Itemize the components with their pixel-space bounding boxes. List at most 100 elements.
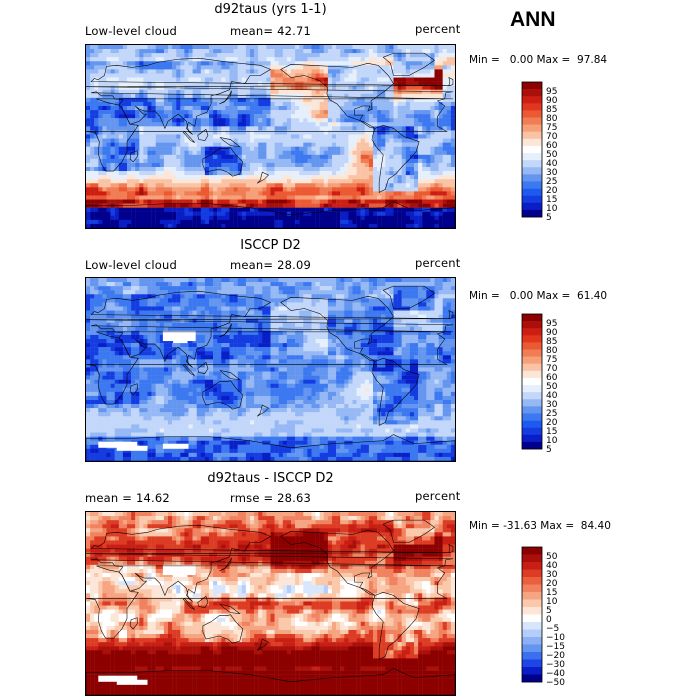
panel1-units: percent (415, 22, 461, 36)
cbar1-swatch-18 (522, 209, 542, 218)
cbar1-label-9: 30 (546, 168, 558, 178)
panel3-mean-label: mean = 14.62 (85, 491, 170, 505)
panel2-left-label: Low-level cloud (85, 258, 177, 272)
cbar2-swatch-10 (522, 385, 542, 393)
cbar1-label-8: 40 (546, 159, 558, 169)
map2-coast-13 (256, 404, 269, 417)
map2-coast-2 (280, 296, 394, 362)
map2-missing-data-0 (162, 330, 196, 342)
map2-field (86, 278, 455, 461)
map3-coast-3 (382, 519, 435, 543)
map3-coast-7 (182, 598, 195, 610)
map1-coast-11 (448, 77, 454, 87)
cbar1-label-5: 70 (546, 132, 558, 142)
cbar2-swatch-13 (522, 406, 542, 414)
cbar1-swatch-15 (522, 188, 542, 196)
map1-field (86, 45, 455, 228)
cbar2-swatch-3 (522, 335, 542, 343)
cbar1-swatch-13 (522, 174, 542, 182)
panel3-map (85, 511, 456, 696)
cbar2-label-11: 20 (546, 418, 558, 428)
map2-coast-5 (202, 380, 244, 410)
panel1-map (85, 44, 456, 229)
panel2-colorbar: 95 90 85 80 75 70 60 50 40 30 25 20 15 10 5 (520, 312, 590, 462)
cbar1-swatch-9 (522, 145, 542, 154)
cbar2-frame (521, 313, 543, 450)
cbar3-swatch-0 (522, 547, 542, 555)
map2-coast-3 (382, 285, 435, 309)
panel3-rmse-label: rmse = 28.63 (230, 491, 312, 505)
cbar1-swatch-11 (522, 160, 542, 168)
map3-coast-1 (86, 524, 453, 602)
map2-coast-8 (197, 361, 209, 374)
cbar2-label-8: 40 (546, 391, 558, 401)
cbar3-label-9: −10 (546, 633, 565, 643)
panel2-mean-label: mean= 28.09 (230, 258, 312, 272)
map2-coast-0 (86, 331, 448, 405)
cbar1-label-14: 5 (546, 213, 552, 223)
map3-coast-5 (202, 614, 244, 644)
cbar2-swatch-16 (522, 427, 542, 436)
cbar3-swatch-11 (522, 629, 542, 638)
cbar1-swatch-7 (522, 131, 542, 140)
cbar2-label-10: 25 (546, 409, 557, 419)
cbar2-label-9: 30 (546, 400, 558, 410)
cbar2-label-12: 15 (546, 427, 557, 437)
map2-coast-12 (129, 383, 138, 396)
map3-coast-12 (129, 617, 138, 630)
cbar1-swatch-12 (522, 167, 542, 175)
cbar2-swatch-11 (522, 392, 542, 400)
cbar2-label-7: 50 (546, 382, 558, 392)
cbar1-label-0: 95 (546, 87, 557, 97)
map3-missing-data-2 (98, 675, 138, 682)
cbar3-label-0: 50 (546, 552, 558, 562)
cbar3-label-14: −50 (546, 678, 565, 688)
cbar3-label-5: 10 (546, 597, 558, 607)
cbar3-swatch-15 (522, 659, 542, 668)
cbar1-label-3: 80 (546, 114, 558, 124)
cbar3-swatch-17 (522, 674, 542, 683)
cbar3-swatch-7 (522, 599, 542, 608)
cbar1-label-7: 50 (546, 150, 558, 160)
map1-coast-0 (86, 98, 448, 172)
map2-coastlines (86, 285, 455, 461)
map2-missing-data-3 (116, 445, 148, 451)
cbar1-label-11: 20 (546, 186, 558, 196)
season-title: ANN (510, 8, 556, 31)
map2-coast-7 (182, 364, 195, 376)
map1-coast-13 (256, 171, 269, 184)
cbar3-swatch-1 (522, 554, 542, 563)
map3-coast-10 (219, 557, 232, 572)
panel3-title: d92taus - ISCCP D2 (207, 471, 334, 486)
cbar3-swatch-4 (522, 577, 542, 585)
cbar1-swatch-16 (522, 195, 542, 204)
map1-coast-4 (371, 125, 420, 193)
cbar1-swatch-10 (522, 153, 542, 161)
cbar3-label-8: −5 (546, 624, 559, 634)
map1-coast-10 (219, 90, 232, 105)
cbar2-swatch-9 (522, 377, 542, 386)
map2-coast-11 (448, 310, 454, 320)
map2-missing-data-1 (173, 336, 188, 344)
cbar1-label-2: 85 (546, 105, 557, 115)
cbar1-label-13: 10 (546, 204, 558, 214)
panel2-min-max: Min = 0.00 Max = 61.40 (469, 290, 608, 302)
map3-coast-8 (197, 595, 209, 608)
cbar1-swatch-6 (522, 124, 542, 133)
cbar2-swatch-12 (522, 399, 542, 407)
cbar3-label-3: 20 (546, 579, 558, 589)
cbar1-label-1: 90 (546, 96, 558, 106)
cbar2-label-5: 70 (546, 364, 558, 374)
map2-missing-data-2 (98, 441, 138, 448)
map1-coast-1 (86, 57, 453, 135)
cbar2-label-3: 80 (546, 346, 558, 356)
cbar2-swatch-1 (522, 321, 542, 329)
cbar3-swatch-6 (522, 592, 542, 600)
cbar2-label-14: 5 (546, 445, 552, 455)
cbar2-swatch-2 (522, 328, 542, 336)
cbar3-frame (521, 546, 543, 683)
cbar1-label-10: 25 (546, 177, 557, 187)
panel3-colorbar: 50 40 30 20 15 10 5 0 −5 −10 −15 −20 −30 −40 −50 (520, 545, 590, 695)
map1-coast-9 (219, 137, 241, 148)
map3-missing-data-1 (173, 570, 188, 578)
